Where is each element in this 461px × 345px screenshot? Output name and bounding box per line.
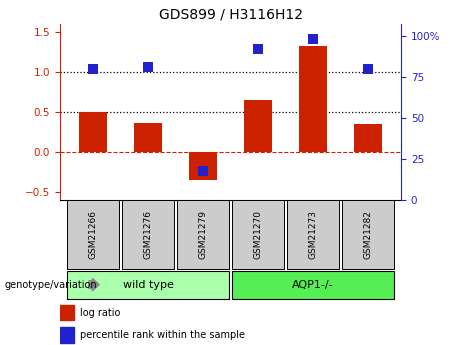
Bar xyxy=(60,327,74,343)
Text: GSM21266: GSM21266 xyxy=(89,210,97,259)
Bar xyxy=(355,124,382,152)
Bar xyxy=(79,112,106,152)
Text: GSM21282: GSM21282 xyxy=(364,210,372,259)
Text: GSM21270: GSM21270 xyxy=(254,210,262,259)
Point xyxy=(364,66,372,71)
Text: GSM21276: GSM21276 xyxy=(143,210,153,259)
Bar xyxy=(60,305,74,320)
Bar xyxy=(244,100,272,152)
FancyArrow shape xyxy=(89,278,99,291)
Bar xyxy=(177,200,230,269)
Text: AQP1-/-: AQP1-/- xyxy=(292,280,334,289)
Bar xyxy=(231,200,284,269)
Bar xyxy=(231,270,395,298)
Bar xyxy=(134,122,162,152)
Point xyxy=(254,46,262,51)
Bar xyxy=(189,152,217,180)
Bar xyxy=(66,270,230,298)
Text: GSM21273: GSM21273 xyxy=(308,210,318,259)
Bar xyxy=(342,200,395,269)
Bar xyxy=(287,200,339,269)
Text: GSM21279: GSM21279 xyxy=(199,210,207,259)
Point xyxy=(89,66,97,71)
Point xyxy=(144,64,152,70)
Text: percentile rank within the sample: percentile rank within the sample xyxy=(80,330,245,340)
Bar xyxy=(299,46,327,152)
Text: wild type: wild type xyxy=(123,280,173,289)
Title: GDS899 / H3116H12: GDS899 / H3116H12 xyxy=(159,8,302,22)
Text: genotype/variation: genotype/variation xyxy=(5,280,97,289)
Point xyxy=(309,36,317,42)
Point xyxy=(199,168,207,173)
Bar xyxy=(66,200,119,269)
Text: log ratio: log ratio xyxy=(80,308,121,318)
Bar xyxy=(122,200,174,269)
